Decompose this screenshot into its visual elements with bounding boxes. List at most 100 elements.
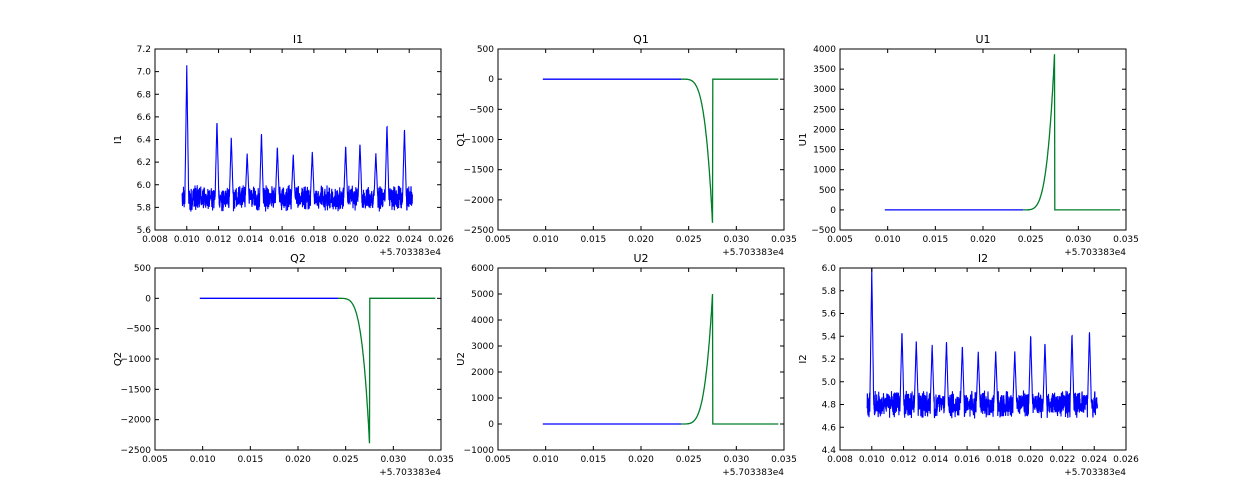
axes-frame <box>497 267 785 451</box>
y-axis-label: Q2 <box>113 352 124 366</box>
x-tick-label: 0.025 <box>333 455 359 465</box>
x-tick-label: 0.035 <box>771 455 797 465</box>
x-tick-label: 0.022 <box>365 235 391 245</box>
x-offset-label: +5.703383e4 <box>379 468 441 478</box>
x-offset-label: +5.703383e4 <box>722 468 784 478</box>
y-tick-label: 2000 <box>471 368 494 378</box>
x-tick-label: 0.025 <box>1018 235 1044 245</box>
y-tick-label: −1000 <box>121 355 152 365</box>
chart-title: Q2 <box>290 252 306 265</box>
y-tick-label: 1500 <box>813 146 836 156</box>
y-tick-label: −2500 <box>464 226 495 236</box>
y-tick-label: 5.8 <box>137 203 152 213</box>
x-tick-label: 0.010 <box>859 455 885 465</box>
y-tick-label: 7.0 <box>137 68 152 78</box>
x-offset-label: +5.703383e4 <box>1064 248 1126 258</box>
y-axis-label: U1 <box>798 133 809 147</box>
x-tick-label: 0.008 <box>827 455 853 465</box>
x-tick-label: 0.015 <box>580 235 606 245</box>
y-tick-label: 4000 <box>471 316 494 326</box>
x-tick-label: 0.030 <box>723 455 749 465</box>
y-axis-label: U2 <box>456 352 467 366</box>
y-tick-label: 3000 <box>813 85 836 95</box>
y-tick-label: −500 <box>811 226 836 236</box>
x-tick-label: 0.035 <box>771 235 797 245</box>
y-axis-label: I2 <box>798 354 809 363</box>
x-tick-label: 0.005 <box>485 455 511 465</box>
x-tick-label: 0.035 <box>428 455 454 465</box>
y-tick-label: 6.6 <box>137 113 152 123</box>
y-tick-label: 4.6 <box>822 423 837 433</box>
x-tick-label: 0.005 <box>142 455 168 465</box>
series-line-I2-0 <box>866 268 1098 419</box>
x-tick-label: 0.010 <box>533 235 559 245</box>
x-tick-label: 0.014 <box>237 235 263 245</box>
chart-title: Q1 <box>633 33 649 46</box>
y-tick-label: 5000 <box>471 290 494 300</box>
subplot-Q1: 0.005 0.010 0.015 0.020 0.025 0.030 0.035 −2500… <box>456 33 797 258</box>
x-tick-label: 0.008 <box>142 235 168 245</box>
series-line-I1-0 <box>181 65 413 212</box>
y-tick-label: 4.8 <box>822 401 837 411</box>
subplot-U2: 0.005 0.010 0.015 0.020 0.025 0.030 0.035 −1000… <box>456 252 797 478</box>
x-offset-label: +5.703383e4 <box>722 248 784 258</box>
x-tick-label: 0.014 <box>922 455 948 465</box>
y-tick-label: 6000 <box>471 264 494 274</box>
x-offset-label: +5.703383e4 <box>379 248 441 258</box>
x-tick-label: 0.010 <box>875 235 901 245</box>
x-tick-label: 0.012 <box>206 235 232 245</box>
axes-frame <box>154 267 442 451</box>
y-tick-label: 3000 <box>471 342 494 352</box>
x-tick-label: 0.010 <box>533 455 559 465</box>
chart-title: I2 <box>978 252 988 265</box>
x-tick-label: 0.018 <box>986 455 1012 465</box>
x-tick-label: 0.035 <box>1113 235 1139 245</box>
x-tick-label: 0.015 <box>922 235 948 245</box>
x-tick-label: 0.025 <box>676 455 702 465</box>
y-tick-label: 5.4 <box>822 332 837 342</box>
y-tick-label: 4000 <box>813 45 836 55</box>
x-tick-label: 0.024 <box>1081 455 1107 465</box>
y-tick-label: 0 <box>488 75 494 85</box>
x-tick-label: 0.010 <box>174 235 200 245</box>
y-tick-label: 6.4 <box>137 136 152 146</box>
x-tick-label: 0.005 <box>485 235 511 245</box>
x-tick-label: 0.020 <box>970 235 996 245</box>
y-tick-label: 6.8 <box>137 90 152 100</box>
y-tick-label: −500 <box>469 105 494 115</box>
series-line-Q2-1 <box>338 297 436 444</box>
x-tick-label: 0.020 <box>628 235 654 245</box>
y-tick-label: −2000 <box>464 196 495 206</box>
axes-frame <box>497 48 785 231</box>
y-tick-label: 500 <box>134 264 151 274</box>
chart-title: U2 <box>633 252 648 265</box>
chart-title: I1 <box>293 33 303 46</box>
x-tick-label: 0.016 <box>269 235 295 245</box>
x-tick-label: 0.030 <box>1065 235 1091 245</box>
x-tick-label: 0.005 <box>827 235 853 245</box>
x-tick-label: 0.020 <box>628 455 654 465</box>
x-tick-label: 0.030 <box>380 455 406 465</box>
y-tick-label: 500 <box>477 45 494 55</box>
y-tick-label: −1000 <box>464 136 495 146</box>
y-tick-label: 0 <box>830 206 836 216</box>
y-tick-label: 6.0 <box>137 181 152 191</box>
y-tick-label: 1000 <box>471 394 494 404</box>
y-tick-label: 5.6 <box>137 226 152 236</box>
y-tick-label: 5.0 <box>822 378 837 388</box>
series-line-U1-1 <box>1023 54 1121 211</box>
x-tick-label: 0.010 <box>190 455 216 465</box>
x-tick-label: 0.026 <box>428 235 454 245</box>
y-tick-label: 2000 <box>813 125 836 135</box>
y-tick-label: 6.0 <box>822 264 837 274</box>
x-tick-label: 0.015 <box>580 455 606 465</box>
y-tick-label: −2000 <box>121 416 152 426</box>
y-tick-label: −1500 <box>121 385 152 395</box>
y-tick-label: 0 <box>488 420 494 430</box>
y-tick-label: 1000 <box>813 166 836 176</box>
y-tick-label: 7.2 <box>137 45 151 55</box>
x-tick-label: 0.018 <box>301 235 327 245</box>
x-offset-label: +5.703383e4 <box>1064 468 1126 478</box>
y-tick-label: 6.2 <box>137 158 151 168</box>
